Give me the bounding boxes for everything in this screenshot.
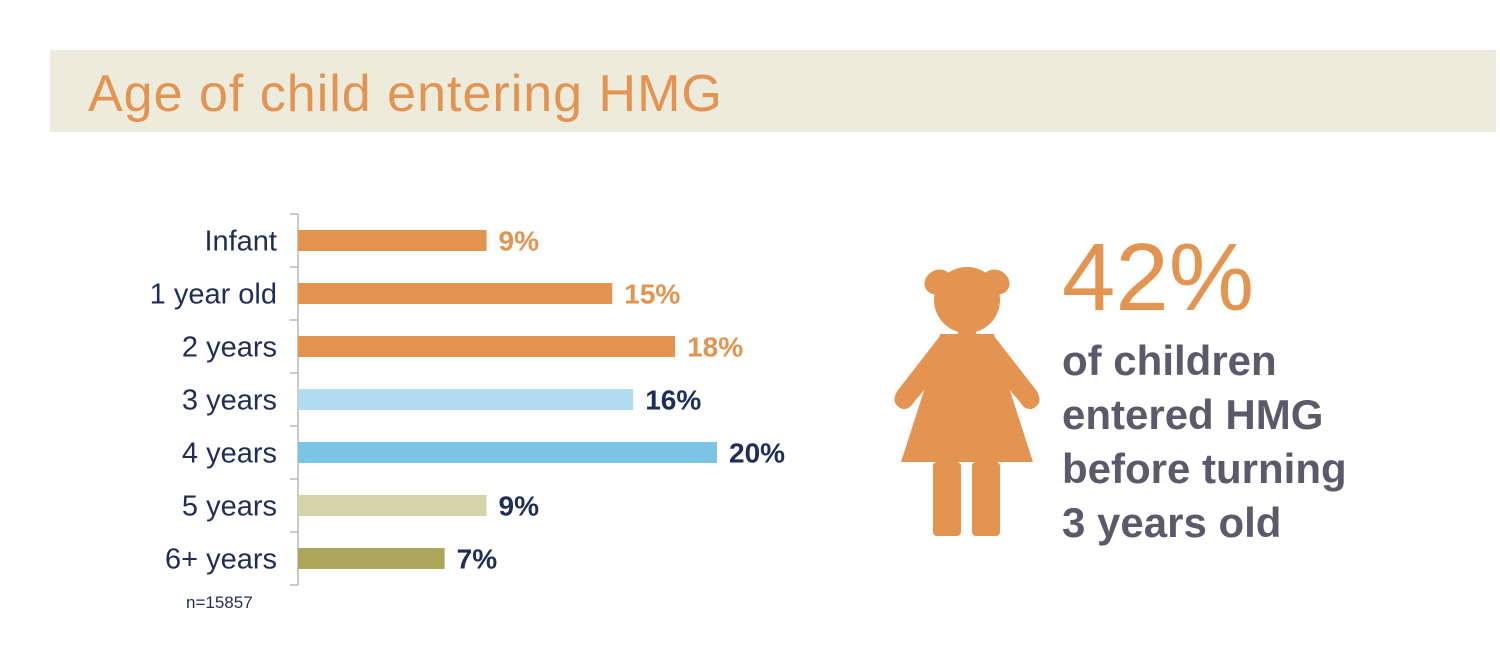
stat-line: before turning bbox=[1062, 445, 1347, 492]
bar bbox=[298, 230, 487, 251]
category-label: 2 years bbox=[182, 332, 277, 364]
value-label: 7% bbox=[457, 544, 498, 575]
stat-text: of children entered HMG before turning 3… bbox=[1062, 334, 1492, 550]
girl-icon bbox=[880, 262, 1055, 537]
stat-callout: 42% of children entered HMG before turni… bbox=[1062, 222, 1492, 550]
value-label: 9% bbox=[499, 226, 540, 257]
page-title: Age of child entering HMG bbox=[88, 65, 723, 123]
bar-chart: Infant 9% 1 year old 15% 2 years 18% 3 years 16… bbox=[150, 213, 785, 586]
title-band: Age of child entering HMG bbox=[50, 50, 1496, 132]
value-label: 20% bbox=[729, 438, 785, 469]
category-label: 3 years bbox=[182, 385, 277, 417]
value-label: 16% bbox=[645, 385, 701, 416]
value-label: 18% bbox=[687, 332, 743, 363]
value-label: 9% bbox=[499, 491, 540, 522]
value-label: 15% bbox=[624, 279, 680, 310]
stat-line: 3 years old bbox=[1062, 499, 1282, 546]
bar bbox=[298, 336, 676, 357]
stat-line: of children bbox=[1062, 337, 1277, 384]
bar bbox=[298, 495, 487, 516]
stat-line: entered HMG bbox=[1062, 391, 1324, 438]
bar bbox=[298, 548, 445, 569]
category-label: Infant bbox=[204, 226, 277, 258]
category-label: 4 years bbox=[182, 438, 277, 470]
category-label: 6+ years bbox=[165, 544, 277, 576]
stat-number: 42% bbox=[1062, 224, 1255, 331]
bar bbox=[298, 442, 717, 463]
sample-size-note: n=15857 bbox=[186, 593, 253, 612]
category-label: 5 years bbox=[182, 491, 277, 523]
bar bbox=[298, 283, 613, 304]
bar bbox=[298, 389, 634, 410]
category-label: 1 year old bbox=[150, 279, 277, 311]
